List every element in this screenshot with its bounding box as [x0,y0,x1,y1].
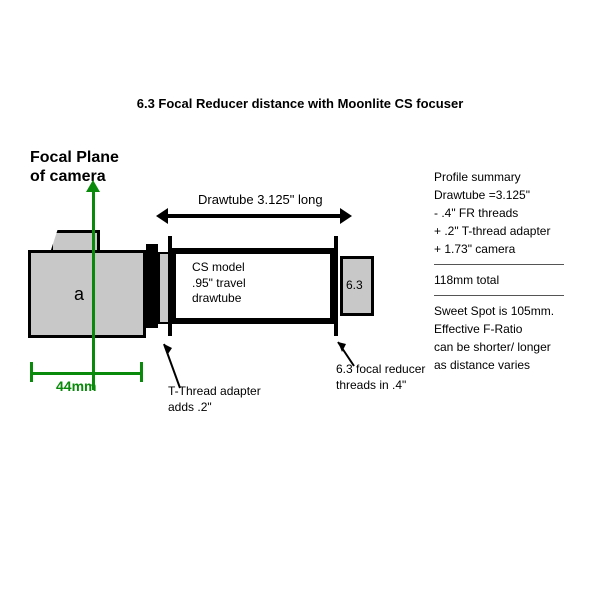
drawtube-dimension-label: Drawtube 3.125" long [198,192,323,207]
focal-plane-arrow [92,190,95,390]
camera-letter: a [74,284,84,305]
focal-reducer-label: 6.3 [346,278,363,292]
focal-plane-label: Focal Plane of camera [30,148,119,186]
focal-distance-line [30,372,140,375]
tthread-mount-block [146,244,158,328]
drawtube-flange-right [334,236,338,336]
focal-distance-tick-left [30,362,33,382]
reducer-callout-label: 6.3 focal reducer threads in .4" [336,362,425,393]
profile-s1: Sweet Spot is 105mm. [434,302,564,320]
profile-l4: + 1.73" camera [434,240,564,258]
dt-l3: drawtube [192,291,241,305]
tthread-callout-label: T-Thread adapter adds .2" [168,384,261,415]
fp-l1: Focal Plane [30,149,119,166]
profile-l1: Drawtube =3.125" [434,186,564,204]
rd-l2: threads in .4" [336,378,406,392]
profile-heading: Profile summary [434,168,564,186]
tt-l1: T-Thread adapter [168,384,261,398]
camera-body: a [28,236,140,332]
camera-rect [28,250,146,338]
tt-l2: adds .2" [168,400,212,414]
profile-divider-1 [434,264,564,265]
profile-s4: as distance varies [434,356,564,374]
drawtube-dimension-arrow [164,214,344,218]
focal-distance-tick-right [140,362,143,382]
profile-s2: Effective F-Ratio [434,320,564,338]
rd-l1: 6.3 focal reducer [336,362,425,376]
profile-l3: + .2" T-thread adapter [434,222,564,240]
profile-l2: - .4" FR threads [434,204,564,222]
dt-l2: .95" travel [192,276,246,290]
dt-l1: CS model [192,260,245,274]
diagram-title: 6.3 Focal Reducer distance with Moonlite… [0,96,600,111]
profile-divider-2 [434,295,564,296]
profile-summary: Profile summary Drawtube =3.125" - .4" F… [434,168,564,374]
drawtube-text: CS model .95" travel drawtube [192,260,246,307]
profile-s3: can be shorter/ longer [434,338,564,356]
focal-distance-label: 44mm [56,378,96,394]
tthread-callout-arrow [160,340,190,390]
profile-total: 118mm total [434,271,564,289]
